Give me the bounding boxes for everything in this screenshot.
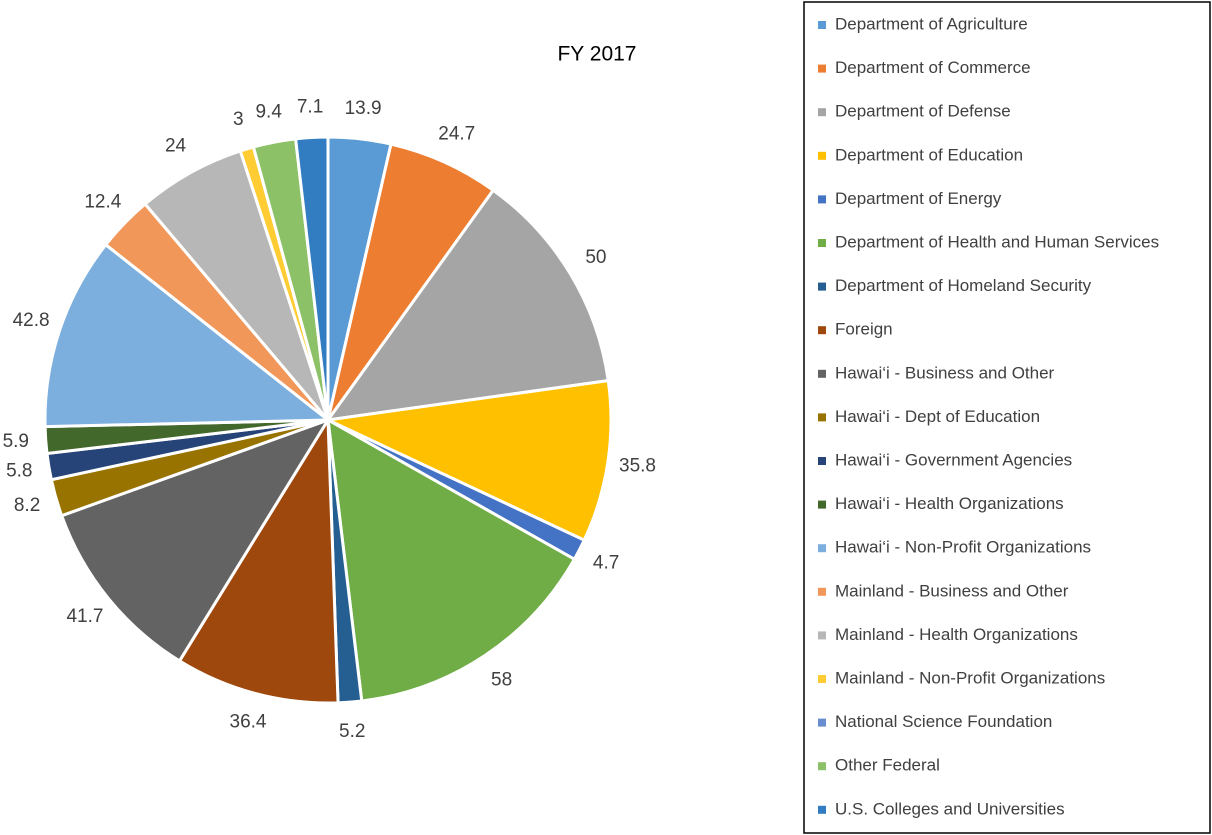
legend-marker — [818, 195, 826, 204]
legend-marker — [818, 544, 826, 553]
legend-label: Department of Health and Human Services — [835, 232, 1159, 251]
legend-marker — [818, 587, 826, 596]
legend-label: Department of Education — [835, 145, 1023, 164]
legend-label: Mainland - Non-Profit Organizations — [835, 668, 1105, 687]
data-label: 12.4 — [84, 192, 121, 213]
legend-label: Hawai‘i - Non-Profit Organizations — [835, 538, 1091, 557]
legend-marker — [818, 151, 826, 160]
legend-marker — [818, 805, 826, 814]
legend-label: Other Federal — [835, 756, 940, 775]
legend-label: Mainland - Business and Other — [835, 581, 1069, 600]
legend-label: Hawai‘i - Government Agencies — [835, 450, 1072, 469]
pie-slice — [324, 188, 610, 422]
legend-label: Hawai‘i - Dept of Education — [835, 407, 1040, 426]
legend-label: Department of Defense — [835, 102, 1011, 121]
legend-marker — [818, 64, 826, 73]
data-label: 3 — [233, 109, 244, 130]
legend-label: Department of Agriculture — [835, 14, 1028, 33]
data-label: 9.4 — [255, 102, 282, 123]
data-label: 50 — [585, 247, 606, 268]
data-label: 5.8 — [6, 461, 32, 482]
chart-title: FY 2017 — [557, 43, 636, 66]
data-label: 5.9 — [3, 431, 29, 452]
legend-marker — [818, 108, 826, 117]
legend-marker — [818, 762, 826, 771]
legend-label: Foreign — [835, 320, 893, 339]
data-label: 7.1 — [297, 97, 323, 118]
data-label: 35.8 — [619, 456, 656, 477]
legend-box — [803, 1, 1211, 834]
data-label: 42.8 — [13, 310, 50, 331]
pie-slice — [326, 417, 577, 703]
data-label: 41.7 — [66, 606, 103, 627]
pie-slice — [43, 242, 333, 429]
legend-marker — [818, 718, 826, 727]
data-label: 58 — [491, 669, 512, 690]
pie-slice — [326, 142, 496, 421]
legend-marker — [818, 282, 826, 291]
pie-slice — [177, 414, 340, 705]
pie-slice — [59, 417, 332, 663]
data-label: 5.2 — [339, 721, 365, 742]
legend-label: Department of Energy — [835, 189, 1002, 208]
legend-marker — [818, 500, 826, 509]
data-label: 24.7 — [438, 124, 475, 145]
legend-marker — [818, 457, 826, 465]
pie-slice — [322, 378, 613, 543]
legend-label: Department of Commerce — [835, 58, 1031, 77]
legend-label: U.S. Colleges and Universities — [835, 799, 1065, 818]
legend-marker — [818, 21, 826, 29]
legend-marker — [818, 675, 826, 683]
legend-label: Hawai‘i - Health Organizations — [835, 494, 1064, 513]
data-label: 13.9 — [345, 98, 382, 119]
legend-label: Hawai‘i - Business and Other — [835, 363, 1055, 382]
legend-label: Mainland - Health Organizations — [835, 625, 1078, 644]
pie-slice — [293, 135, 330, 421]
data-label: 8.2 — [14, 495, 40, 516]
legend-marker — [818, 239, 826, 247]
legend-label: National Science Foundation — [835, 712, 1052, 731]
legend-marker — [818, 326, 826, 335]
legend-label: Department of Homeland Security — [835, 276, 1092, 295]
legend-marker — [818, 413, 826, 422]
data-label: 24 — [165, 136, 187, 157]
legend-marker — [818, 369, 826, 378]
legend-marker — [818, 631, 826, 640]
data-label: 4.7 — [593, 553, 619, 574]
data-label: 36.4 — [230, 712, 267, 733]
